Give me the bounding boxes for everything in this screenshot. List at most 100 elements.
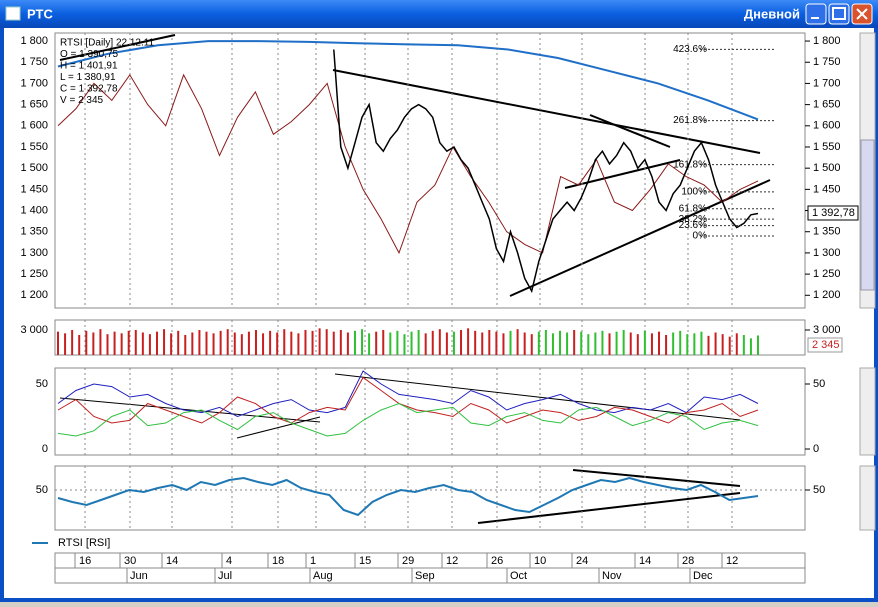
volume-bar — [346, 332, 349, 355]
month-label: Jul — [218, 570, 232, 582]
volume-bar — [474, 330, 477, 355]
volume-bar — [148, 334, 151, 355]
last-price-label: 1 392,78 — [812, 207, 855, 219]
volume-bar — [353, 330, 356, 355]
volume-bar — [85, 330, 88, 355]
volume-bar — [191, 332, 194, 355]
rsi-panel — [54, 465, 806, 531]
osc-scrollbar[interactable] — [859, 367, 876, 456]
y-tick-label-right: 1 700 — [813, 77, 841, 89]
volume-bar — [643, 330, 646, 355]
volume-bar — [721, 334, 724, 355]
month-label: Sep — [415, 570, 435, 582]
month-label: Aug — [313, 570, 333, 582]
volume-bar — [530, 334, 533, 355]
volume-bar — [212, 333, 215, 355]
close-button[interactable] — [851, 3, 873, 25]
volume-bar — [460, 330, 463, 355]
window-title: РТС — [27, 6, 53, 21]
y-tick-label: 3 000 — [20, 324, 48, 336]
price-scrollbar[interactable] — [859, 32, 876, 309]
y-tick-label: 50 — [36, 484, 48, 496]
volume-bar — [276, 332, 279, 355]
volume-bar — [749, 338, 752, 355]
rsi-scrollbar[interactable] — [859, 465, 876, 531]
y-tick-label: 1 200 — [20, 289, 48, 301]
volume-bar — [389, 332, 392, 355]
volume-bar — [163, 329, 166, 355]
volume-bar — [566, 332, 569, 355]
ohlc-info: RTSI [Daily] 22.12.11 — [60, 38, 155, 49]
y-tick-label: 1 250 — [20, 268, 48, 280]
maximize-button[interactable] — [828, 3, 850, 25]
volume-bar — [438, 329, 441, 355]
volume-bar — [332, 331, 335, 355]
fib-label: 161.8% — [673, 159, 707, 170]
volume-bar — [311, 330, 314, 355]
volume-bar — [318, 328, 321, 355]
volume-bar — [64, 333, 67, 355]
y-tick-label-right: 1 650 — [813, 99, 841, 111]
day-label: 10 — [534, 555, 546, 567]
ohlc-info: O = 1 390,75 — [60, 49, 119, 60]
volume-bar — [707, 335, 710, 355]
fib-label: 38.2% — [679, 214, 707, 225]
volume-bar — [205, 331, 208, 355]
y-tick-label-right: 3 000 — [813, 324, 841, 336]
volume-bar — [495, 331, 498, 355]
month-label: Dec — [693, 570, 713, 582]
y-tick-label-right: 1 250 — [813, 268, 841, 280]
price-panel — [54, 32, 806, 309]
volume-bar — [339, 330, 342, 355]
volume-bar — [551, 333, 554, 355]
volume-bar — [297, 333, 300, 355]
fib-label: 261.8% — [673, 115, 707, 126]
volume-bar — [700, 331, 703, 355]
fib-label: 423.6% — [673, 44, 707, 55]
y-tick-label: 1 800 — [20, 35, 48, 47]
volume-bar — [629, 332, 632, 355]
y-tick-label: 50 — [36, 378, 48, 390]
volume-bar — [537, 331, 540, 355]
volume-bar — [650, 333, 653, 355]
legend-label: RTSI [RSI] — [58, 537, 110, 549]
minimize-button[interactable] — [805, 3, 827, 25]
last-price-box — [807, 205, 859, 221]
volume-bar — [198, 330, 201, 355]
y-tick-label-right: 0 — [813, 443, 819, 455]
volume-bar — [679, 330, 682, 355]
volume-bar — [304, 330, 307, 355]
volume-bar — [269, 330, 272, 355]
volume-bar — [672, 332, 675, 355]
oscillator-line — [57, 376, 759, 424]
volume-panel — [54, 319, 806, 356]
day-label: 16 — [79, 555, 91, 567]
volume-bar — [502, 333, 505, 355]
y-tick-label: 1 300 — [20, 247, 48, 259]
volume-bar — [424, 333, 427, 355]
y-tick-label: 1 400 — [20, 204, 48, 216]
volume-bar — [403, 334, 406, 355]
volume-bar — [658, 331, 661, 355]
volume-bar — [106, 334, 109, 355]
volume-bar — [523, 332, 526, 355]
volume-bar — [382, 330, 385, 355]
volume-bar — [686, 334, 689, 355]
y-tick-label-right: 1 200 — [813, 289, 841, 301]
volume-bar — [262, 333, 265, 355]
volume-bar — [608, 333, 611, 355]
volume-bar — [693, 333, 696, 355]
y-tick-label-right: 1 600 — [813, 120, 841, 132]
volume-bar — [290, 331, 293, 355]
price-plot — [57, 40, 759, 294]
volume-bar — [481, 332, 484, 355]
day-label: 30 — [124, 555, 136, 567]
y-tick-label-right: 50 — [813, 484, 825, 496]
fib-label: 61.8% — [679, 203, 707, 214]
volume-bar — [728, 336, 731, 355]
rsi-line — [57, 476, 759, 517]
volume-bar — [735, 333, 738, 355]
y-tick-label-right: 50 — [813, 378, 825, 390]
day-label: 4 — [226, 555, 232, 567]
day-label: 14 — [639, 555, 651, 567]
